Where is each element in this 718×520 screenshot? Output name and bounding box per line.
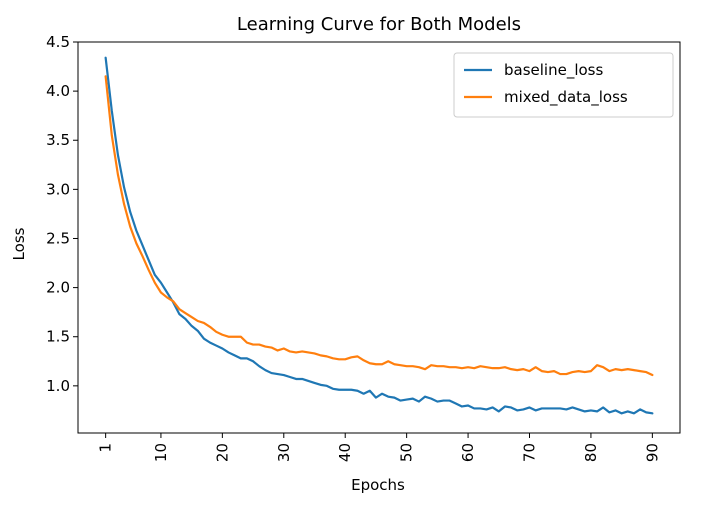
x-tick-label: 10 — [152, 443, 170, 462]
x-tick-label: 60 — [459, 443, 477, 462]
legend-frame — [453, 52, 674, 118]
y-axis-label: Loss — [10, 227, 28, 260]
x-tick-label: 30 — [275, 443, 293, 462]
x-tick-label: 70 — [521, 443, 539, 462]
legend: baseline_loss mixed_data_loss — [453, 52, 674, 118]
legend-label-mixed-data-loss: mixed_data_loss — [504, 88, 628, 107]
x-tick-label: 90 — [643, 443, 661, 462]
y-tick-label: 4.5 — [46, 33, 70, 51]
x-axis-label: Epochs — [351, 476, 405, 494]
legend-label-baseline-loss: baseline_loss — [504, 61, 603, 80]
x-tick-label: 50 — [398, 443, 416, 462]
y-tick-label: 1.5 — [46, 328, 70, 346]
x-tick-label: 1 — [97, 443, 115, 453]
y-tick-label: 2.0 — [46, 279, 70, 297]
x-tick-label: 80 — [582, 443, 600, 462]
y-tick-label: 2.5 — [46, 229, 70, 247]
x-tick-label: 40 — [336, 443, 354, 462]
y-tick-label: 3.0 — [46, 180, 70, 198]
y-tick-label: 3.5 — [46, 131, 70, 149]
chart-title: Learning Curve for Both Models — [237, 14, 521, 35]
y-tick-label: 1.0 — [46, 377, 70, 395]
series-layer — [104, 56, 654, 415]
plot-frame — [77, 41, 681, 434]
axes-layer — [77, 41, 681, 434]
x-tick-label: 20 — [213, 443, 231, 462]
series-line-mixed-data-loss — [104, 75, 654, 377]
series-line-baseline-loss — [104, 56, 654, 415]
y-tick-label: 4.0 — [46, 82, 70, 100]
ticks-layer: 1 10 20 30 40 50 60 70 80 90 1.0 1.5 2.0 2.5 3.0 3.5 4.0… — [46, 33, 661, 462]
